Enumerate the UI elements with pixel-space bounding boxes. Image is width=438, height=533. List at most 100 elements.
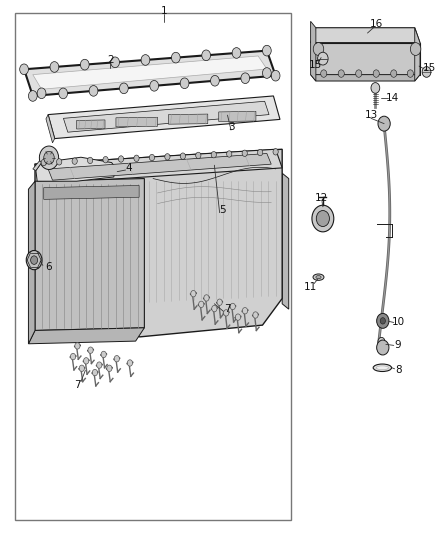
Ellipse shape: [376, 366, 389, 370]
Circle shape: [356, 70, 362, 77]
Circle shape: [39, 146, 59, 169]
Circle shape: [262, 45, 271, 56]
Circle shape: [273, 149, 278, 155]
Polygon shape: [35, 149, 282, 337]
Polygon shape: [24, 51, 276, 96]
Circle shape: [316, 211, 329, 227]
Polygon shape: [311, 28, 420, 43]
Ellipse shape: [313, 274, 324, 280]
Circle shape: [84, 358, 89, 364]
Circle shape: [88, 347, 93, 353]
Polygon shape: [35, 149, 282, 184]
Text: 5: 5: [219, 205, 226, 215]
Circle shape: [223, 310, 229, 316]
Text: 14: 14: [386, 93, 399, 103]
Polygon shape: [64, 101, 269, 132]
Polygon shape: [46, 115, 55, 143]
Text: 15: 15: [308, 60, 321, 70]
Polygon shape: [311, 21, 316, 81]
Ellipse shape: [316, 276, 321, 279]
Text: 3: 3: [228, 122, 234, 132]
Polygon shape: [48, 96, 280, 139]
Polygon shape: [311, 43, 420, 75]
Circle shape: [241, 73, 250, 84]
Text: 11: 11: [304, 282, 317, 292]
Circle shape: [92, 369, 98, 376]
Circle shape: [149, 155, 155, 161]
Circle shape: [380, 318, 385, 324]
Text: 6: 6: [45, 262, 51, 271]
Text: 13: 13: [365, 110, 378, 119]
Text: 1: 1: [161, 6, 167, 15]
Text: 10: 10: [392, 318, 405, 327]
Circle shape: [242, 150, 247, 157]
Circle shape: [410, 43, 421, 55]
Circle shape: [26, 251, 42, 270]
Circle shape: [235, 314, 240, 320]
Polygon shape: [28, 328, 145, 344]
Text: 7: 7: [224, 304, 231, 314]
Polygon shape: [44, 185, 139, 199]
Circle shape: [150, 80, 159, 91]
Circle shape: [141, 55, 150, 66]
Circle shape: [88, 157, 93, 164]
Circle shape: [373, 70, 379, 77]
Circle shape: [118, 156, 124, 162]
Ellipse shape: [373, 364, 392, 372]
Circle shape: [165, 154, 170, 160]
Polygon shape: [36, 157, 116, 181]
Circle shape: [271, 70, 280, 81]
Polygon shape: [33, 161, 42, 171]
Circle shape: [111, 57, 120, 68]
Circle shape: [44, 151, 54, 164]
Circle shape: [120, 83, 128, 94]
Circle shape: [41, 159, 46, 166]
Text: 16: 16: [370, 19, 383, 29]
Circle shape: [262, 68, 271, 78]
Text: 15: 15: [423, 63, 436, 73]
Polygon shape: [48, 154, 271, 180]
Polygon shape: [169, 114, 208, 124]
Circle shape: [59, 88, 67, 99]
Circle shape: [71, 353, 76, 360]
Circle shape: [211, 75, 219, 86]
Circle shape: [107, 365, 112, 372]
Circle shape: [371, 83, 380, 93]
Circle shape: [101, 351, 106, 358]
Circle shape: [211, 151, 216, 158]
Circle shape: [253, 312, 258, 318]
Circle shape: [217, 299, 222, 305]
Circle shape: [134, 155, 139, 161]
Circle shape: [230, 303, 235, 310]
Circle shape: [313, 43, 324, 55]
Polygon shape: [33, 56, 267, 90]
Circle shape: [312, 205, 334, 232]
Circle shape: [378, 116, 390, 131]
Polygon shape: [415, 28, 420, 81]
Polygon shape: [35, 179, 145, 330]
Circle shape: [407, 70, 413, 77]
Circle shape: [72, 158, 77, 164]
Circle shape: [57, 159, 62, 165]
Circle shape: [204, 295, 209, 301]
Text: 7: 7: [74, 380, 81, 390]
Circle shape: [103, 157, 108, 163]
Circle shape: [180, 78, 189, 88]
Circle shape: [196, 152, 201, 159]
Polygon shape: [116, 117, 158, 127]
Circle shape: [318, 52, 328, 65]
Circle shape: [377, 313, 389, 328]
Circle shape: [127, 360, 133, 366]
Polygon shape: [28, 181, 35, 344]
Circle shape: [391, 70, 397, 77]
Polygon shape: [282, 173, 289, 309]
Circle shape: [114, 356, 120, 362]
Circle shape: [226, 151, 232, 157]
Text: 8: 8: [396, 366, 402, 375]
Circle shape: [50, 62, 59, 72]
Circle shape: [232, 47, 241, 58]
Polygon shape: [219, 111, 256, 122]
Polygon shape: [77, 120, 105, 129]
Circle shape: [258, 149, 263, 156]
Circle shape: [202, 50, 211, 61]
